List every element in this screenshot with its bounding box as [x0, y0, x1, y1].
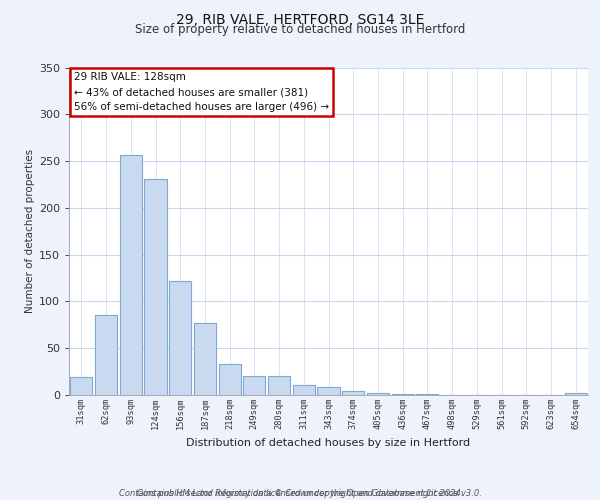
Bar — [293, 384, 315, 395]
Text: Contains HM Land Registry data © Crown copyright and database right 2024.: Contains HM Land Registry data © Crown c… — [137, 488, 463, 498]
Bar — [218, 364, 241, 395]
Bar — [268, 376, 290, 395]
Bar — [70, 377, 92, 395]
X-axis label: Distribution of detached houses by size in Hertford: Distribution of detached houses by size … — [187, 438, 470, 448]
Bar — [317, 386, 340, 395]
Bar — [367, 393, 389, 395]
Bar — [243, 376, 265, 395]
Bar — [169, 281, 191, 395]
Bar — [565, 393, 587, 395]
Bar — [416, 394, 439, 395]
Text: Contains public sector information licensed under the Open Government Licence v3: Contains public sector information licen… — [119, 478, 481, 498]
Text: 29, RIB VALE, HERTFORD, SG14 3LE: 29, RIB VALE, HERTFORD, SG14 3LE — [176, 12, 424, 26]
Bar — [342, 392, 364, 395]
Bar — [119, 154, 142, 395]
Bar — [194, 323, 216, 395]
Y-axis label: Number of detached properties: Number of detached properties — [25, 149, 35, 314]
Bar — [95, 314, 117, 395]
Bar — [392, 394, 414, 395]
Bar — [145, 179, 167, 395]
Text: Size of property relative to detached houses in Hertford: Size of property relative to detached ho… — [135, 24, 465, 36]
Text: 29 RIB VALE: 128sqm
← 43% of detached houses are smaller (381)
56% of semi-detac: 29 RIB VALE: 128sqm ← 43% of detached ho… — [74, 72, 329, 112]
